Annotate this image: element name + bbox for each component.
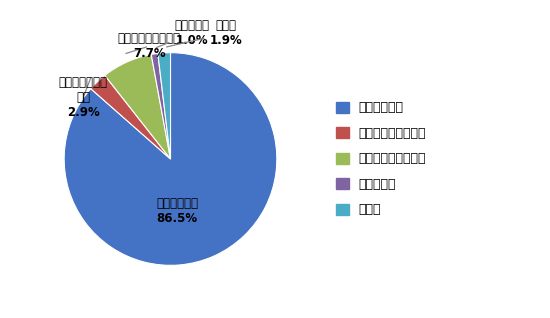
Text: 必要ではないと
思う
2.9%: 必要ではないと 思う 2.9%	[59, 76, 108, 119]
Wedge shape	[64, 53, 277, 265]
Wedge shape	[151, 53, 170, 159]
Wedge shape	[91, 75, 170, 159]
Wedge shape	[105, 54, 170, 159]
Wedge shape	[158, 53, 170, 159]
Text: わからない
1.0%: わからない 1.0%	[156, 19, 209, 48]
Text: 無回答
1.9%: 無回答 1.9%	[167, 19, 242, 47]
Legend: 必要だと思う, 必要ではないと思う, どちらともいえない, わからない, 無回答: 必要だと思う, 必要ではないと思う, どちらともいえない, わからない, 無回答	[336, 101, 426, 217]
Text: どちらともいえない
7.7%: どちらともいえない 7.7%	[118, 32, 181, 60]
Text: 必要だと思う
86.5%: 必要だと思う 86.5%	[156, 197, 198, 225]
